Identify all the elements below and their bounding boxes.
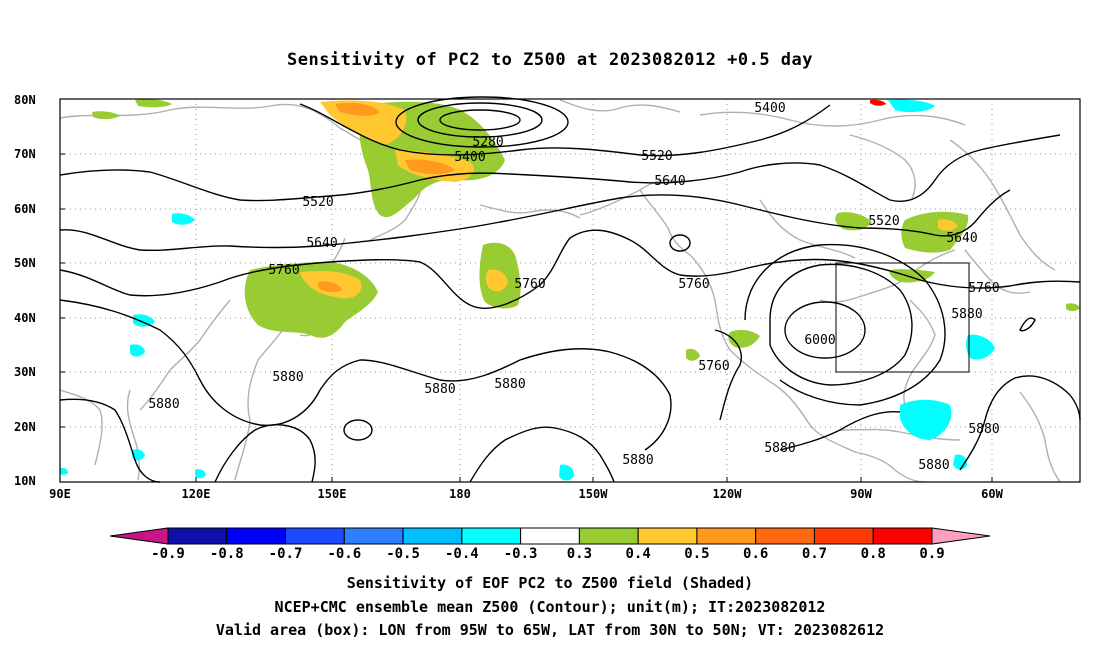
contour-label: 5880 — [918, 458, 949, 473]
lat-label-60n: 60N — [14, 202, 36, 216]
contour-label: 5880 — [148, 397, 179, 412]
contour-label: 5880 — [622, 453, 653, 468]
colorbar-tick-label: 0.3 — [567, 546, 592, 562]
contour-label: 5640 — [306, 236, 337, 251]
colorbar-tick-label: -0.9 — [151, 546, 185, 562]
contour-label: 5640 — [946, 231, 977, 246]
colorbar-segment — [226, 527, 287, 545]
lat-label-80n: 80N — [14, 93, 36, 107]
contour-label: 5280 — [472, 135, 503, 150]
lat-label-20n: 20N — [14, 420, 36, 434]
shading-neg — [60, 99, 995, 481]
colorbar-segment — [637, 527, 698, 545]
contour-label: 5520 — [302, 195, 333, 210]
colorbar-tick-label: -0.5 — [386, 546, 420, 562]
colorbar-segment — [343, 527, 404, 545]
contour-label: 5520 — [641, 149, 672, 164]
colorbar-tick-label: -0.7 — [269, 546, 303, 562]
contour-label: 5400 — [754, 101, 785, 116]
footer-line-2: NCEP+CMC ensemble mean Z500 (Contour); u… — [274, 598, 826, 616]
contour-label: 5400 — [454, 150, 485, 165]
colorbar-tick-label: 0.5 — [684, 546, 709, 562]
colorbar-segment — [402, 527, 463, 545]
contour-label: 5760 — [698, 359, 729, 374]
lon-label-60w: 60W — [981, 487, 1003, 501]
shading-0.5-0.6 — [318, 102, 455, 293]
lon-label-150w: 150W — [578, 487, 608, 501]
lat-label-70n: 70N — [14, 147, 36, 161]
contour-label: 5760 — [968, 281, 999, 296]
colorbar-tick-label: 0.9 — [919, 546, 944, 562]
lat-label-10n: 10N — [14, 474, 36, 488]
plot-frame — [59, 98, 1081, 483]
contour-label: 5760 — [514, 277, 545, 292]
lat-label-30n: 30N — [14, 365, 36, 379]
contour-label: 5880 — [272, 370, 303, 385]
colorbar-tick-label: -0.4 — [445, 546, 479, 562]
colorbar-tick-label: 0.6 — [743, 546, 768, 562]
contour-label: 6000 — [804, 333, 835, 348]
colorbar-segment — [461, 527, 522, 545]
lat-label-40n: 40N — [14, 311, 36, 325]
colorbar-tick-label: 0.4 — [626, 546, 651, 562]
lon-label-90e: 90E — [49, 487, 71, 501]
footer-line-3: Valid area (box): LON from 95W to 65W, L… — [215, 621, 885, 639]
contour-label: 5760 — [678, 277, 709, 292]
colorbar-tick-label: 0.8 — [861, 546, 886, 562]
contour-label: 5880 — [951, 307, 982, 322]
colorbar-high-arrow — [931, 527, 991, 545]
contour-label: 5880 — [968, 422, 999, 437]
colorbar-tick-label: 0.7 — [802, 546, 827, 562]
contour-label: 5880 — [494, 377, 525, 392]
lon-label-120e: 120E — [181, 487, 211, 501]
contour-label: 5880 — [424, 382, 455, 397]
contour-label-group: 5400 5280 5400 5520 5640 5520 5640 5760 … — [148, 101, 999, 473]
colorbar-tick-label: -0.8 — [210, 546, 244, 562]
plot-title: Sensitivity of PC2 to Z500 at 2023082012… — [286, 50, 813, 70]
colorbar-segment — [696, 527, 757, 545]
shading-0.3-0.4 — [92, 99, 1080, 361]
lon-label-150e: 150E — [317, 487, 347, 501]
colorbar-segment — [813, 527, 874, 545]
colorbar-segment — [755, 527, 815, 545]
lon-label-90w: 90W — [850, 487, 872, 501]
colorbar-low-arrow — [109, 527, 169, 545]
tick-marks — [60, 153, 993, 482]
colorbar-tick-label: -0.6 — [327, 546, 361, 562]
colorbar-segment — [578, 527, 639, 545]
colorbar-segment — [872, 527, 933, 545]
lon-label-180: 180 — [449, 487, 471, 501]
footer-line-1: Sensitivity of EOF PC2 to Z500 field (Sh… — [346, 574, 754, 592]
colorbar-segment — [285, 527, 345, 545]
z500-contours — [59, 96, 1081, 483]
colorbar: -0.9 -0.8 -0.7 -0.6 -0.5 -0.4 -0.3 0.3 0.4 0.5 0.6… — [109, 527, 991, 562]
contour-label: 5880 — [764, 441, 795, 456]
colorbar-tick-label: -0.3 — [504, 546, 538, 562]
contour-label: 5760 — [268, 263, 299, 278]
contour-label: 5640 — [654, 174, 685, 189]
valid-area-box — [835, 262, 970, 373]
shading-0.8-0.9 — [870, 99, 886, 106]
lon-label-120w: 120W — [712, 487, 742, 501]
colorbar-segment — [167, 527, 228, 545]
lat-label-50n: 50N — [14, 256, 36, 270]
contour-label: 5520 — [868, 214, 899, 229]
colorbar-segment — [520, 527, 580, 545]
